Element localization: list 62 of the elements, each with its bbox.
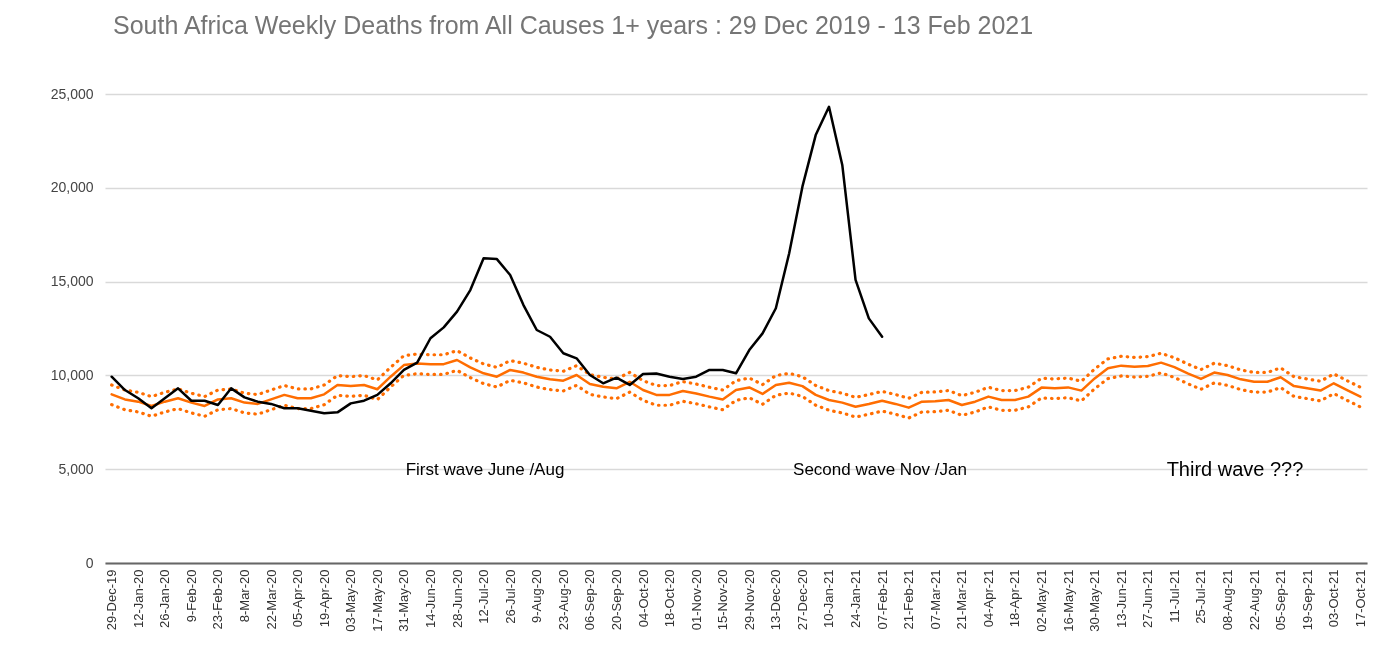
x-tick-label: 28-Jun-20 xyxy=(449,569,465,629)
x-tick-label: 21-Feb-21 xyxy=(901,569,917,630)
x-tick-label: 25-Jul-21 xyxy=(1193,569,1209,624)
x-tick-label: 26-Jan-20 xyxy=(157,569,173,629)
x-tick-label: 05-Apr-20 xyxy=(290,569,306,628)
x-tick-label: 20-Sep-20 xyxy=(608,569,624,631)
chart-title: South Africa Weekly Deaths from All Causes 1+ years : 29 Dec 2019 - 13 Feb 2021 xyxy=(113,11,1034,39)
x-tick-label: 15-Nov-20 xyxy=(715,569,731,631)
x-tick-label: 11-Jul-21 xyxy=(1166,569,1182,623)
x-tick-label: 08-Aug-21 xyxy=(1220,569,1236,631)
x-tick-label: 05-Sep-21 xyxy=(1273,569,1289,631)
x-tick-label: 10-Jan-21 xyxy=(821,569,837,629)
x-tick-label: 12-Jan-20 xyxy=(130,569,146,629)
x-tick-label: 12-Jul-20 xyxy=(476,569,492,624)
x-tick-label: 24-Jan-21 xyxy=(848,569,864,629)
x-tick-label: 31-May-20 xyxy=(396,569,412,632)
x-tick-label: 8-Mar-20 xyxy=(236,569,252,623)
y-tick-label: 15,000 xyxy=(50,273,94,290)
line-series xyxy=(110,358,1362,409)
y-tick-label: 20,000 xyxy=(50,179,94,196)
x-tick-label: 27-Jun-21 xyxy=(1140,569,1156,629)
annotation: Third wave ??? xyxy=(1166,458,1304,480)
x-tick-label: 02-May-21 xyxy=(1034,569,1050,632)
y-tick-label: 0 xyxy=(85,554,94,571)
y-tick-label: 25,000 xyxy=(50,85,94,102)
x-tick-label: 19-Apr-20 xyxy=(316,569,332,628)
x-tick-label: 04-Apr-21 xyxy=(980,569,996,628)
x-tick-label: 26-Jul-20 xyxy=(502,569,518,624)
x-tick-label: 01-Nov-20 xyxy=(688,569,704,631)
annotation: Second wave Nov /Jan xyxy=(793,460,967,479)
x-tick-label: 23-Feb-20 xyxy=(210,569,226,630)
x-tick-label: 19-Sep-21 xyxy=(1299,569,1315,631)
x-tick-label: 9-Feb-20 xyxy=(183,569,199,623)
x-tick-label: 14-Jun-20 xyxy=(422,569,438,629)
x-tick-label: 29-Dec-19 xyxy=(104,569,120,631)
x-tick-label: 13-Jun-21 xyxy=(1113,569,1129,629)
x-tick-label: 03-Oct-21 xyxy=(1326,569,1342,628)
x-tick-label: 18-Oct-20 xyxy=(662,569,678,628)
x-tick-label: 18-Apr-21 xyxy=(1007,569,1023,628)
x-tick-label: 22-Mar-20 xyxy=(263,569,279,630)
annotation: First wave June /Aug xyxy=(405,460,565,479)
x-tick-label: 04-Oct-20 xyxy=(635,569,651,628)
line-series xyxy=(110,368,1362,420)
x-tick-label: 16-May-21 xyxy=(1060,569,1076,632)
x-tick-label: 03-May-20 xyxy=(343,569,359,632)
x-tick-label: 22-Aug-21 xyxy=(1246,569,1262,631)
x-tick-label: 9-Aug-20 xyxy=(529,569,545,623)
x-tick-label: 17-Oct-21 xyxy=(1352,569,1368,628)
line-series xyxy=(110,349,1362,400)
x-tick-label: 07-Mar-21 xyxy=(927,569,943,630)
x-tick-label: 21-Mar-21 xyxy=(954,569,970,630)
x-tick-label: 17-May-20 xyxy=(369,569,385,632)
x-tick-label: 30-May-21 xyxy=(1087,569,1103,632)
x-tick-label: 13-Dec-20 xyxy=(768,569,784,631)
x-tick-label: 07-Feb-21 xyxy=(874,569,890,630)
x-tick-label: 27-Dec-20 xyxy=(794,569,810,631)
y-tick-label: 10,000 xyxy=(50,366,94,383)
x-tick-label: 06-Sep-20 xyxy=(582,569,598,631)
y-tick-label: 5,000 xyxy=(58,460,94,477)
x-tick-label: 29-Nov-20 xyxy=(741,569,757,631)
x-tick-label: 23-Aug-20 xyxy=(555,569,571,631)
line-series xyxy=(110,105,884,415)
